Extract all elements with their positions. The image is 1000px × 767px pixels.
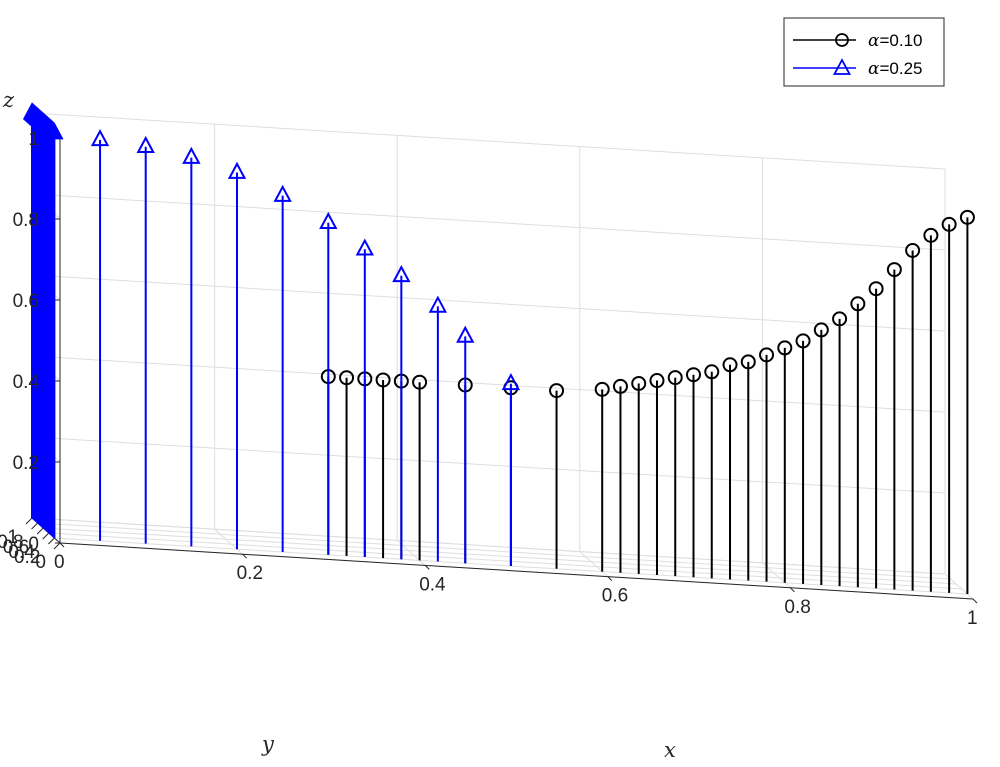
x-tick-mark	[242, 553, 247, 559]
legend-value-0: =0.10	[879, 31, 922, 50]
x-tick-mark	[790, 587, 795, 593]
grid-line	[31, 436, 946, 494]
x-axis-line	[59, 542, 974, 600]
legend-alpha-0: α	[868, 31, 880, 51]
stem-marker-circle	[375, 372, 391, 388]
stem-marker-circle	[412, 374, 428, 390]
grid-line	[31, 193, 946, 251]
axes	[25, 137, 978, 604]
grid-line	[43, 527, 957, 585]
y-tick-mark	[25, 517, 33, 525]
x-tick-label: 0.6	[602, 586, 628, 607]
y-tick-mark	[31, 522, 38, 530]
stem-marker-triangle	[501, 372, 521, 391]
stem-marker-triangle	[456, 325, 475, 343]
z-tick-label: 0.6	[13, 291, 39, 312]
stem-marker-circle	[704, 364, 720, 380]
stem-marker-triangle	[90, 129, 110, 147]
stem-marker-triangle	[182, 146, 201, 164]
y-tick-label: 0.8	[0, 532, 24, 553]
stem-marker-circle	[722, 357, 738, 373]
x-tick-label: 0.8	[784, 597, 810, 618]
grid-line	[31, 355, 946, 413]
x-tick-mark	[972, 598, 978, 604]
series-0	[320, 209, 975, 594]
grid-line	[214, 528, 243, 555]
x-tick-label: 0.4	[419, 574, 446, 595]
legend-box	[783, 17, 945, 87]
series-1	[22, 102, 521, 566]
y-tick-mark	[53, 542, 61, 550]
legend-alpha-1: α	[868, 59, 880, 79]
z-tick-label: 0.8	[13, 210, 39, 231]
x-tick-mark	[59, 542, 65, 548]
stem-marker-circle	[959, 209, 975, 225]
y-tick-label: 0.6	[3, 537, 29, 558]
stem-marker-circle	[923, 227, 939, 243]
grid-line	[31, 274, 946, 332]
grid-line	[579, 551, 609, 577]
z-axis-label: z	[2, 88, 15, 112]
z-tick-label: 0.4	[13, 372, 40, 393]
y-tick-label: 0.4	[8, 542, 35, 563]
y-tick-mark	[48, 537, 55, 545]
x-tick-label: 1	[967, 608, 978, 629]
legend-value-1: =0.25	[879, 59, 922, 78]
stem-marker-triangle	[428, 295, 448, 313]
stem-marker-circle	[649, 373, 665, 389]
x-axis-label: x	[664, 738, 676, 762]
stem-marker-circle	[339, 370, 355, 386]
z-tick-label: 0.2	[13, 453, 39, 474]
stem-marker-circle	[740, 354, 756, 370]
z-tick-label: 1	[28, 129, 39, 150]
stem-marker-triangle	[355, 238, 374, 256]
stem-marker-circle	[868, 281, 884, 297]
legend: α=0.10 α=0.25	[783, 17, 945, 87]
legend-marker-circle	[835, 33, 849, 47]
data-series	[22, 102, 975, 594]
stem-marker-circle	[905, 242, 921, 258]
y-tick-label: 1	[7, 527, 18, 548]
y-tick-label: 0	[35, 552, 46, 573]
stem-marker-circle	[686, 367, 701, 383]
stem-marker-circle	[795, 333, 811, 349]
stem-marker-triangle	[45, 122, 64, 140]
grid-lines	[31, 112, 974, 600]
x-tick-mark	[607, 576, 613, 581]
stem-marker-circle	[850, 296, 866, 312]
stem-marker-circle	[777, 340, 793, 356]
stem-marker-circle	[594, 381, 610, 397]
grid-line	[31, 112, 946, 170]
x-tick-label: 0.2	[237, 563, 263, 584]
x-tick-label: 0	[54, 552, 65, 573]
z-tick-label: 0	[28, 534, 39, 555]
stem-marker-circle	[612, 378, 628, 394]
legend-label-1: α=0.25	[868, 59, 923, 79]
stem-marker-triangle	[273, 184, 292, 202]
x-tick-mark	[424, 565, 430, 570]
stem-marker-triangle	[392, 264, 411, 283]
grid-line	[48, 532, 962, 590]
stem-marker-circle	[941, 216, 957, 232]
legend-marker-triangle	[832, 58, 852, 75]
grid-line	[37, 522, 951, 580]
stem-marker-circle	[886, 262, 902, 278]
stem-marker-circle	[759, 347, 775, 363]
y-tick-label: 0.2	[14, 547, 40, 568]
legend-label-0: α=0.10	[868, 31, 923, 51]
y-tick-mark	[36, 527, 44, 535]
stem-marker-triangle	[319, 211, 338, 230]
stem-marker-triangle	[227, 161, 247, 179]
stem-marker-circle	[631, 375, 647, 391]
stem-marker-circle	[832, 311, 848, 327]
y-axis-label: y	[261, 732, 275, 756]
stem-marker-circle	[667, 370, 683, 386]
grid-line	[31, 517, 946, 575]
stem-marker-circle	[549, 383, 565, 399]
y-tick-mark	[42, 532, 50, 540]
stem-marker-circle	[813, 322, 829, 338]
stem-marker-triangle	[136, 135, 155, 154]
